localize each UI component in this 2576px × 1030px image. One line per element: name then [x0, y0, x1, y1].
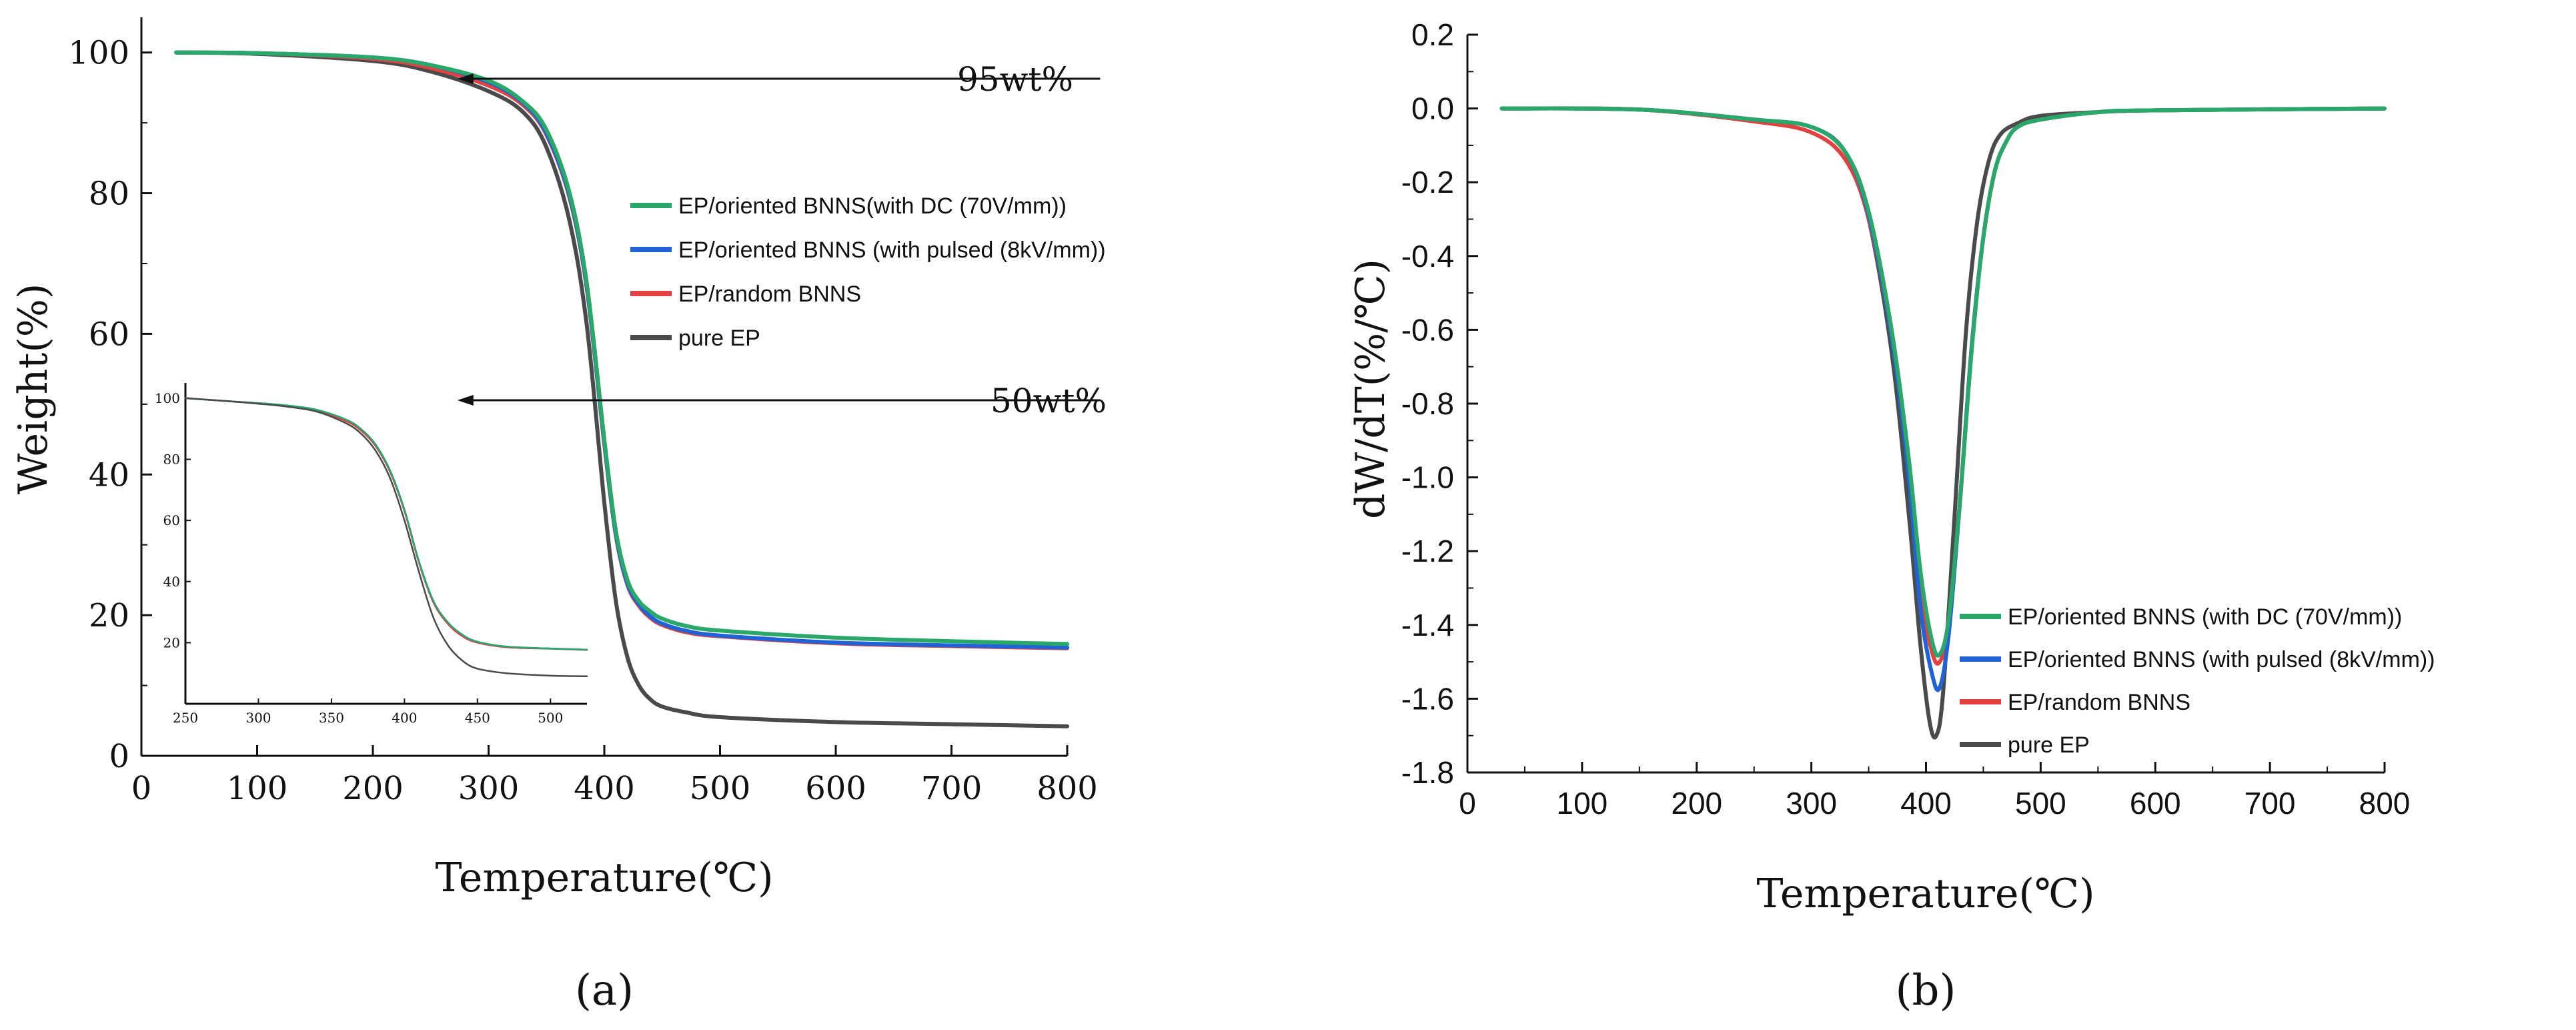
b-x-tick-label: 600 [2130, 786, 2181, 821]
a-legend-label: EP/oriented BNNS (with pulsed (8kV/mm)) [678, 237, 1106, 263]
a-y-tick-label: 0 [109, 738, 129, 775]
b-x-tick-label: 500 [2015, 786, 2066, 821]
a-x-tick-label: 0 [131, 770, 152, 807]
a-x-tick-label: 800 [1037, 770, 1098, 807]
b-x-tick-label: 200 [1671, 786, 1722, 821]
a-legend-label: pure EP [678, 326, 760, 351]
b-y-tick-label: -1.0 [1401, 460, 1454, 495]
b-x-tick-label: 700 [2244, 786, 2296, 821]
b-y-tick-label: 0.2 [1411, 17, 1454, 52]
a-annotation-arrowhead [457, 73, 474, 84]
b-x-tick-label: 400 [1900, 786, 1952, 821]
a-x-tick-label: 400 [574, 770, 635, 807]
chart-panel-a: 0 100 200 300 400 500 600 700 800 0 20 40 60 80 100 250… [10, 17, 1107, 1015]
b-x-tick-label: 0 [1459, 786, 1476, 821]
b-legend-label: EP/random BNNS [2008, 690, 2190, 715]
b-y-tick-label: 0.0 [1411, 91, 1454, 126]
a-y-tick-label: 20 [89, 597, 129, 634]
a-y-tick-label: 40 [89, 456, 129, 494]
a-inset-x-tick-label: 250 [173, 710, 198, 726]
a-legend-label: EP/random BNNS [678, 282, 861, 307]
a-x-tick-label: 300 [458, 770, 520, 807]
b-x-tick-label: 800 [2359, 786, 2411, 821]
b-y-axis-title: dW/dT(%/℃) [1347, 259, 1394, 519]
a-inset-y-tick-label: 20 [163, 634, 180, 650]
a-inset-y-tick-label: 80 [163, 452, 180, 468]
b-y-tick-label: -0.4 [1401, 239, 1454, 274]
b-legend-label: EP/oriented BNNS (with DC (70V/mm)) [2008, 604, 2402, 630]
b-series-ep-oriented-bnns-with-dc-70v-mm- [1499, 106, 2387, 658]
a-x-tick-label: 600 [805, 770, 866, 807]
a-y-axis-title: Weight(%) [10, 284, 57, 494]
a-inset-series-ep-random-bnns [184, 397, 588, 651]
a-annotation-label: 95wt% [957, 60, 1073, 99]
b-series-ep-random-bnns [1499, 106, 2387, 666]
a-series-ep-oriented-bnns-with-dc-70v-mm- [174, 50, 1069, 646]
b-legend-label: EP/oriented BNNS (with pulsed (8kV/mm)) [2008, 647, 2435, 672]
a-inset-x-tick-label: 450 [465, 710, 490, 726]
b-y-tick-label: -1.2 [1401, 534, 1454, 568]
b-series-ep-oriented-bnns-with-pulsed-8kv-mm- [1499, 106, 2387, 692]
b-y-tick-label: -1.4 [1401, 608, 1454, 642]
b-panel-label: (b) [1896, 966, 1956, 1015]
a-panel-label: (a) [575, 966, 634, 1015]
a-x-tick-label: 100 [227, 770, 288, 807]
a-y-tick-label: 60 [89, 316, 129, 353]
b-y-tick-label: -1.8 [1401, 755, 1454, 790]
a-inset-series-ep-oriented-bnns-with-pulsed-8kv-mm- [184, 397, 588, 651]
a-inset-x-tick-label: 500 [538, 710, 563, 726]
b-y-tick-label: -0.6 [1401, 312, 1454, 347]
b-y-tick-label: -1.6 [1401, 681, 1454, 716]
a-inset-x-tick-label: 350 [319, 710, 344, 726]
b-legend: EP/oriented BNNS (with DC (70V/mm)) EP/or… [1960, 604, 2435, 758]
a-legend: EP/oriented BNNS(with DC (70V/mm)) EP/ori… [630, 193, 1106, 351]
a-inset-x-tick-label: 400 [392, 710, 417, 726]
b-x-tick-label: 100 [1557, 786, 1608, 821]
a-inset-y-tick-label: 60 [163, 512, 180, 528]
a-inset-series-ep-oriented-bnns-with-dc-70v-mm- [184, 397, 588, 651]
chart-panel-b: 0 100 200 300 400 500 600 700 800 0.2 0.0 -0.2 -0.4 -… [1347, 17, 2435, 1015]
a-y-tick-label: 80 [89, 175, 129, 213]
a-annotation-label: 50wt% [991, 382, 1107, 420]
b-legend-label: pure EP [2008, 732, 2090, 758]
a-x-tick-label: 200 [342, 770, 404, 807]
b-y-tick-label: -0.8 [1401, 386, 1454, 421]
a-y-tick-label: 100 [68, 35, 129, 72]
a-inset-series-pure-ep [184, 397, 588, 678]
b-x-tick-label: 300 [1786, 786, 1837, 821]
a-x-axis-title: Temperature(℃) [435, 855, 773, 901]
a-inset-y-tick-label: 100 [155, 390, 180, 406]
b-x-axis-title: Temperature(℃) [1756, 871, 2094, 917]
a-inset-y-tick-label: 40 [163, 574, 180, 590]
a-legend-label: EP/oriented BNNS(with DC (70V/mm)) [678, 193, 1067, 219]
a-inset-x-tick-label: 300 [245, 710, 271, 726]
b-y-tick-label: -0.2 [1401, 165, 1454, 199]
a-annotation-arrowhead [457, 395, 474, 406]
a-x-tick-label: 500 [690, 770, 751, 807]
a-x-tick-label: 700 [921, 770, 983, 807]
a-series-pure-ep [174, 50, 1069, 728]
